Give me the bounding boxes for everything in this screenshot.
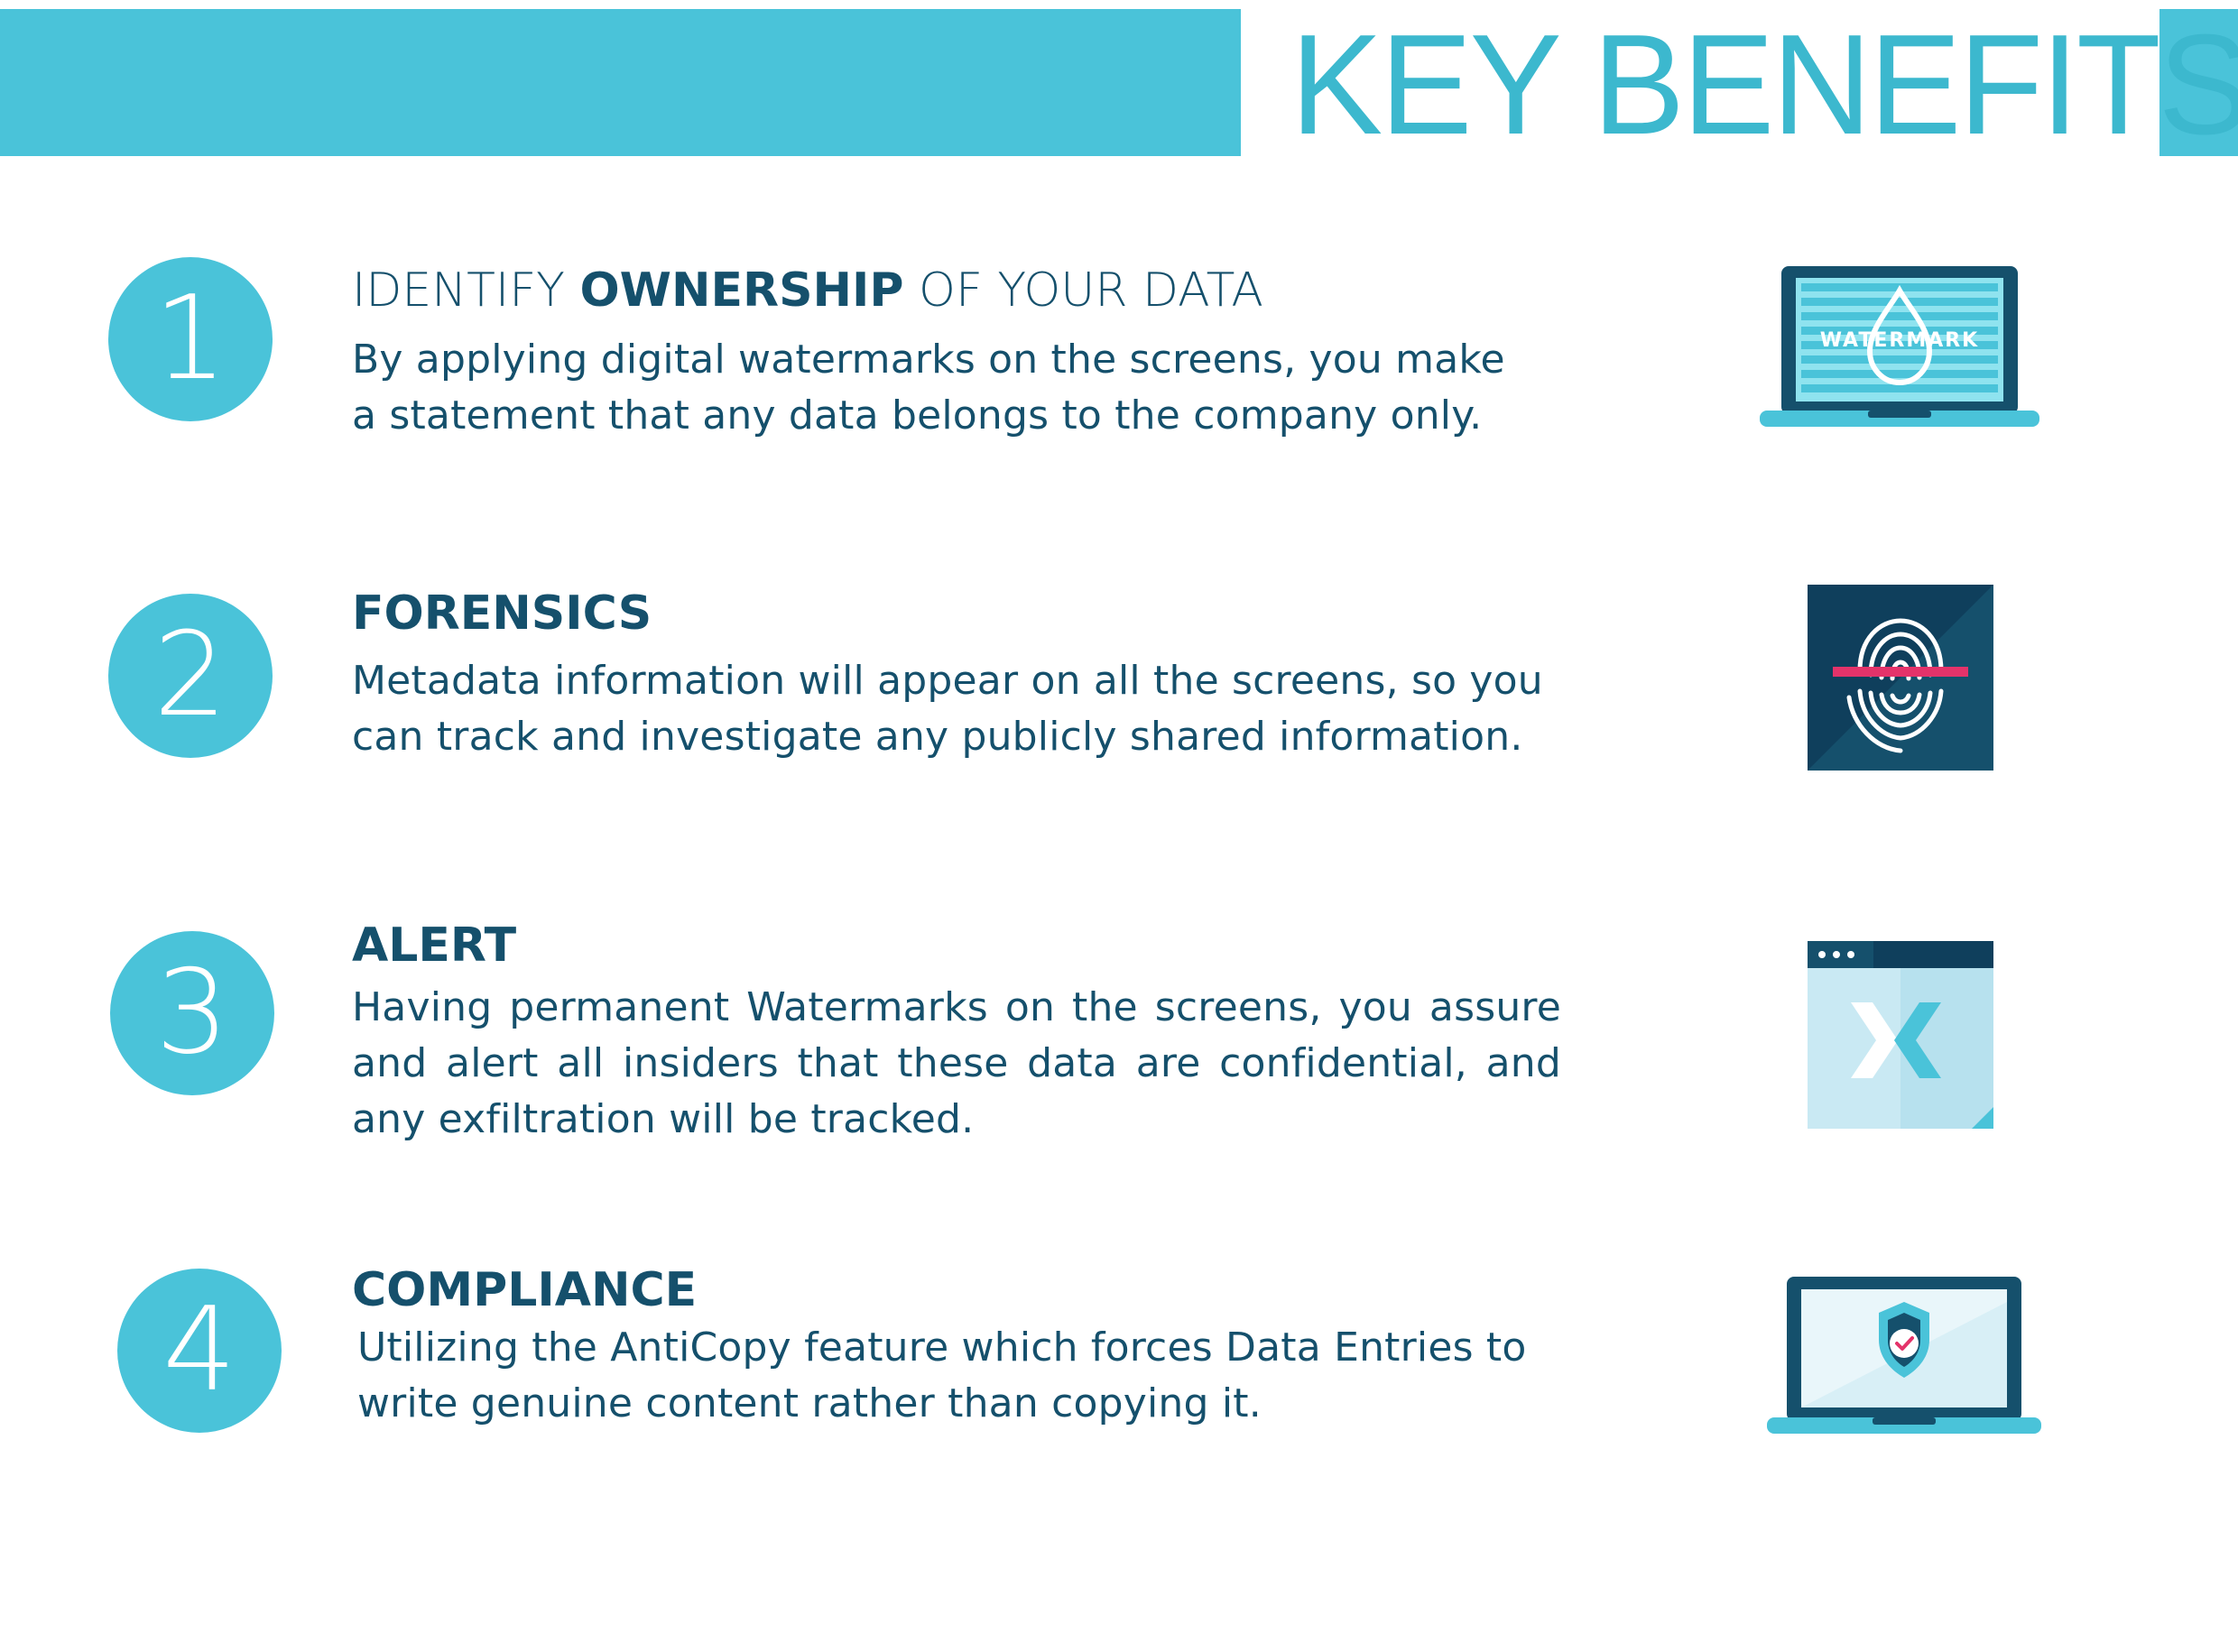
description-line: a statement that any data belongs to the…	[352, 392, 1483, 438]
description-line: write genuine content rather than copyin…	[357, 1380, 1262, 1426]
benefit-description-3: Having permanent Watermarks on the scree…	[352, 984, 1561, 1142]
description-line: Utilizing the AntiCopy feature which for…	[357, 1324, 1527, 1371]
header-band-left	[0, 9, 1241, 156]
benefit-description-4: Utilizing the AntiCopy feature which for…	[357, 1320, 1585, 1432]
fingerprint-scan-icon	[1808, 585, 1993, 771]
heading-prefix: IDENTIFY	[352, 263, 580, 318]
description-line: By applying digital watermarks on the sc…	[352, 337, 1505, 383]
benefit-heading-2: FORENSICS	[352, 586, 652, 641]
browser-window-alert-icon	[1808, 941, 1993, 1129]
header-band-right	[2159, 9, 2238, 156]
benefit-number-4: 4	[117, 1269, 282, 1433]
benefit-number-2: 2	[108, 594, 273, 758]
benefit-heading-3: ALERT	[352, 918, 517, 973]
laptop-watermark-icon: WATERMARK	[1760, 266, 2039, 427]
watermark-label: WATERMARK	[1820, 329, 1979, 352]
description-line: can track and investigate any publicly s…	[352, 714, 1523, 760]
heading-suffix: OF YOUR DATA	[903, 263, 1263, 318]
benefit-number-1: 1	[108, 257, 273, 421]
benefit-heading-4: COMPLIANCE	[352, 1263, 698, 1317]
heading-emphasis: OWNERSHIP	[579, 263, 904, 318]
benefit-number-3: 3	[110, 931, 274, 1095]
page-title: KEY BENEFITS	[1290, 5, 2238, 164]
description-line: Metadata information will appear on all …	[352, 658, 1543, 704]
benefit-heading-1: IDENTIFY OWNERSHIP OF YOUR DATA	[352, 262, 1263, 319]
benefit-description-1: By applying digital watermarks on the sc…	[352, 332, 1579, 444]
benefit-description-2: Metadata information will appear on all …	[352, 653, 1579, 765]
laptop-shield-check-icon	[1767, 1277, 2041, 1434]
